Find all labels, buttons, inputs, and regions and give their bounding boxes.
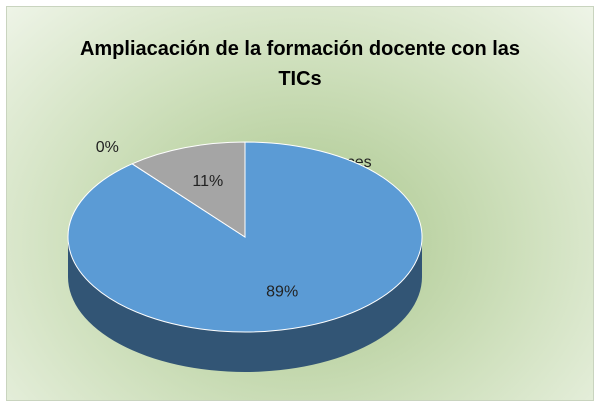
- data-label: 0%: [96, 139, 119, 156]
- data-label: 11%: [192, 173, 223, 190]
- slice: [67, 141, 423, 333]
- slice: [131, 141, 246, 238]
- chart-title: Ampliacación de la formación docente con…: [79, 38, 521, 90]
- data-label: 89%: [266, 284, 298, 301]
- slice-side: [68, 237, 422, 372]
